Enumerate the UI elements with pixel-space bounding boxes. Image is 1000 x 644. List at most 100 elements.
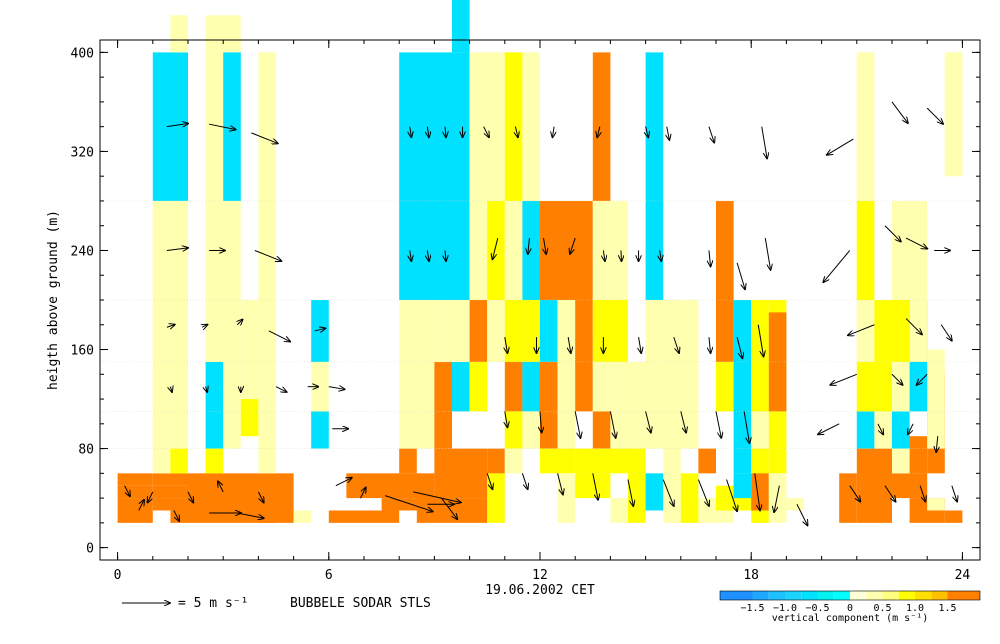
wind-vector <box>754 473 760 510</box>
velocity-cell <box>504 52 523 201</box>
wind-vectors <box>124 101 957 526</box>
wind-vector <box>592 473 598 499</box>
wind-vector <box>540 411 542 432</box>
velocity-cell <box>469 300 488 362</box>
velocity-cell <box>645 300 664 362</box>
wind-vector <box>877 423 883 435</box>
velocity-cell <box>892 200 928 300</box>
velocity-cell <box>469 361 488 412</box>
wind-vector <box>926 107 943 124</box>
velocity-cell <box>663 448 681 523</box>
velocity-cell <box>311 361 329 412</box>
velocity-cell <box>892 473 928 499</box>
chart-title: BUBBELE SODAR STLS <box>290 596 431 611</box>
velocity-cell <box>768 473 787 523</box>
velocity-cell <box>258 52 276 177</box>
y-tick-label: 320 <box>71 145 94 160</box>
wind-vector <box>505 337 508 353</box>
wind-vector <box>124 485 130 497</box>
wind-vector <box>603 250 605 261</box>
colorbar-swatch <box>768 591 785 600</box>
wind-vector <box>237 319 242 324</box>
wind-vector <box>166 123 188 126</box>
velocity-cell <box>540 361 558 449</box>
velocity-cell <box>645 52 664 300</box>
velocity-cell <box>856 361 875 412</box>
velocity-cell <box>487 300 505 362</box>
velocity-cell <box>557 300 576 449</box>
velocity-cell <box>575 300 593 412</box>
wind-vector <box>138 500 144 511</box>
colorbar-swatch <box>898 591 915 600</box>
y-axis-label: heigth above ground (m) <box>46 210 61 390</box>
velocity-cell <box>117 498 153 511</box>
wind-vector <box>410 250 412 261</box>
wind-vector <box>936 436 938 452</box>
velocity-cell <box>240 399 259 437</box>
velocity-cell <box>170 361 188 412</box>
wind-vector <box>708 126 714 143</box>
velocity-cell <box>117 510 153 523</box>
wind-vector <box>552 126 554 138</box>
wind-vector <box>830 373 857 385</box>
velocity-cell <box>152 485 188 499</box>
velocity-cell <box>117 485 153 499</box>
velocity-cell <box>469 200 488 300</box>
wind-vector <box>486 473 492 489</box>
velocity-cell <box>504 300 523 362</box>
velocity-cell <box>240 300 259 400</box>
velocity-cell <box>944 52 963 177</box>
wind-vector <box>646 126 649 138</box>
velocity-cell <box>152 411 171 449</box>
velocity-cell <box>504 361 523 412</box>
velocity-cell <box>733 300 752 474</box>
velocity-cell <box>399 200 470 300</box>
velocity-cell <box>452 0 470 53</box>
wind-vector <box>667 126 670 140</box>
wind-vector <box>335 478 352 487</box>
velocity-cell <box>152 52 188 201</box>
velocity-cell <box>399 411 435 449</box>
velocity-cell <box>610 361 664 449</box>
colorbar-tick-label: 1.5 <box>938 603 956 614</box>
wind-vector <box>908 423 914 435</box>
x-tick-label: 18 <box>743 568 759 583</box>
wind-vector <box>206 387 208 392</box>
wind-vector <box>940 324 952 341</box>
wind-vector <box>823 250 851 282</box>
velocity-cell <box>469 52 505 201</box>
wind-vector <box>680 411 686 432</box>
colorbar-tick-label: 0.5 <box>873 603 891 614</box>
wind-vector <box>905 237 927 249</box>
velocity-cell <box>680 473 699 523</box>
velocity-cell <box>152 473 188 486</box>
wind-vector <box>597 126 600 138</box>
velocity-cell <box>610 498 628 523</box>
colorbar-swatch <box>817 591 834 600</box>
velocity-cell <box>223 52 241 201</box>
colorbar-swatch <box>850 591 867 600</box>
wind-vector <box>328 387 345 390</box>
colorbar-frame <box>719 590 981 601</box>
velocity-cell <box>892 411 910 449</box>
colorbar-ticks: −1.5 −1.0 −0.5 0 0.5 1.0 1.5 <box>740 603 956 614</box>
wind-vector <box>557 473 563 494</box>
velocity-cell <box>328 510 364 523</box>
velocity-cell <box>188 473 294 511</box>
wind-vector <box>849 485 861 502</box>
velocity-cell <box>751 473 769 511</box>
velocity-cell <box>592 411 611 449</box>
velocity-cell <box>716 200 734 362</box>
velocity-cell <box>575 448 646 474</box>
colorbar-swatch <box>866 591 883 600</box>
velocity-cell <box>152 300 171 362</box>
velocity-cell <box>540 200 593 300</box>
wind-vector <box>360 488 365 499</box>
wind-vector <box>148 491 154 503</box>
wind-vector <box>427 250 429 261</box>
colorbar-swatches <box>720 591 980 600</box>
wind-vector <box>544 238 547 254</box>
velocity-cell <box>645 473 664 511</box>
y-tick-label: 0 <box>86 542 94 557</box>
